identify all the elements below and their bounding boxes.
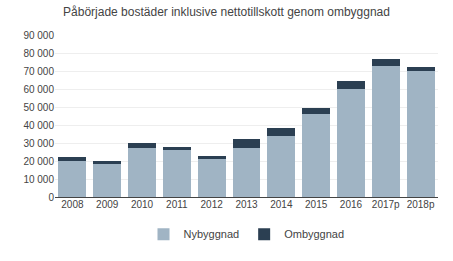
svg-text:2011: 2011 xyxy=(166,199,188,210)
svg-text:2013: 2013 xyxy=(235,199,258,210)
svg-text:Nybyggnad: Nybyggnad xyxy=(184,228,240,240)
svg-text:50 000: 50 000 xyxy=(23,102,54,113)
svg-text:2012: 2012 xyxy=(201,199,224,210)
svg-text:2010: 2010 xyxy=(131,199,154,210)
svg-text:Ombyggnad: Ombyggnad xyxy=(284,228,344,240)
svg-text:60 000: 60 000 xyxy=(23,84,54,95)
svg-text:2018p: 2018p xyxy=(407,199,435,210)
svg-text:0: 0 xyxy=(48,192,54,203)
svg-text:2017p: 2017p xyxy=(372,199,400,210)
svg-text:30 000: 30 000 xyxy=(23,138,54,149)
svg-text:Påbörjade bostäder inklusive n: Påbörjade bostäder inklusive nettotillsk… xyxy=(63,5,390,19)
svg-text:2009: 2009 xyxy=(96,199,119,210)
svg-text:2016: 2016 xyxy=(340,199,363,210)
svg-text:2008: 2008 xyxy=(61,199,84,210)
svg-text:2014: 2014 xyxy=(270,199,293,210)
svg-text:20 000: 20 000 xyxy=(23,156,54,167)
svg-text:70 000: 70 000 xyxy=(23,66,54,77)
svg-text:80 000: 80 000 xyxy=(23,48,54,59)
svg-text:90 000: 90 000 xyxy=(23,30,54,41)
svg-text:2015: 2015 xyxy=(305,199,328,210)
svg-text:10 000: 10 000 xyxy=(23,174,54,185)
svg-text:40 000: 40 000 xyxy=(23,120,54,131)
